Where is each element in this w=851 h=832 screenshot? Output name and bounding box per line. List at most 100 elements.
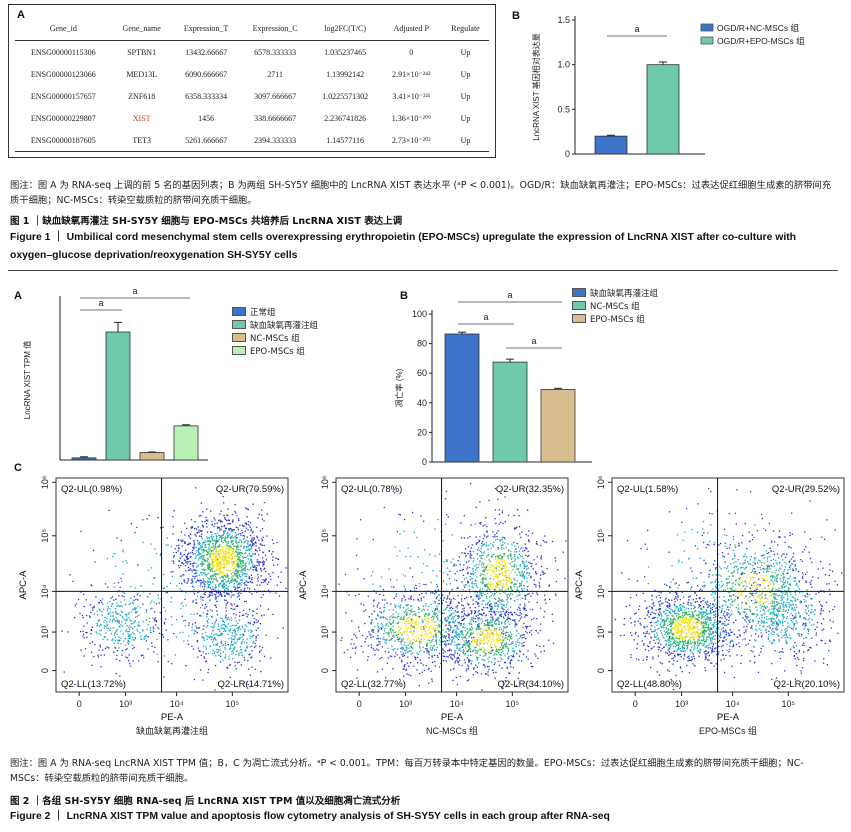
event-dot [496,535,498,538]
event-dot [259,530,262,532]
event-dot [427,629,429,631]
event-dot [181,562,183,564]
event-dot [245,575,248,577]
event-dot [183,554,185,556]
event-dot [214,556,217,558]
event-dot [530,575,532,578]
event-dot [450,657,453,660]
event-dot [221,555,223,558]
event-dot [506,611,508,613]
event-dot [374,654,376,656]
event-dot [463,652,465,655]
event-dot [495,575,497,577]
event-dot [472,628,474,630]
event-dot [457,643,460,645]
event-dot [488,656,490,658]
event-dot [390,630,392,632]
event-dot [548,585,550,587]
event-dot [186,561,189,563]
event-dot [465,642,467,644]
event-dot [494,605,496,608]
event-dot [242,573,244,576]
event-dot [475,580,477,582]
event-dot [257,620,259,622]
event-dot [518,642,521,644]
event-dot [220,617,222,619]
event-dot [435,635,437,637]
event-dot [474,579,477,581]
event-dot [262,560,265,562]
event-dot [409,621,411,623]
event-dot [407,603,409,606]
event-dot [218,561,220,564]
event-dot [201,558,204,560]
event-dot [216,651,218,654]
event-dot [500,548,503,550]
event-dot [463,586,466,588]
event-dot [105,632,107,634]
event-dot [508,549,510,551]
event-dot [520,613,523,615]
event-dot [418,645,421,648]
event-dot [418,641,421,643]
event-dot [90,611,92,614]
event-dot [202,542,204,544]
event-dot [457,633,460,635]
event-dot [163,587,166,589]
event-dot [239,565,241,568]
event-dot [272,613,274,615]
event-dot [450,609,452,611]
event-dot [219,519,221,521]
event-dot [205,549,208,552]
event-dot [507,588,510,591]
event-dot [184,619,186,622]
event-dot [180,553,182,555]
event-dot [237,587,240,589]
legend-item: EPO-MSCs 组 [232,344,318,357]
event-dot [221,617,223,620]
event-dot [478,625,480,628]
event-dot [526,632,528,634]
event-dot [490,619,492,622]
event-dot [238,595,240,597]
event-dot [390,623,393,625]
event-dot [214,594,217,596]
event-dot [409,625,411,627]
event-dot [241,633,244,635]
event-dot [238,627,240,630]
event-dot [231,561,233,563]
event-dot [225,556,227,559]
event-dot [248,569,250,571]
event-dot [133,625,136,628]
event-dot [271,539,274,541]
event-dot [241,565,243,567]
event-dot [470,640,473,643]
event-dot [386,638,388,641]
event-dot [203,638,205,640]
event-dot [189,568,192,570]
event-dot [377,628,379,631]
event-dot [485,567,487,569]
event-dot [222,549,224,552]
event-dot [499,602,501,604]
event-dot [167,660,169,663]
event-dot [179,575,182,577]
event-dot [219,592,222,594]
event-dot [488,636,491,638]
event-dot [205,646,207,648]
event-dot [514,545,516,547]
event-dot [510,558,513,560]
event-dot [112,615,114,617]
event-dot [394,606,397,608]
event-dot [418,684,421,687]
event-dot [482,552,485,554]
event-dot [224,625,227,628]
event-dot [236,533,238,536]
event-dot [472,650,474,653]
event-dot [501,560,504,562]
event-dot [243,656,246,659]
event-dot [208,564,211,566]
event-dot [213,556,215,558]
event-dot [225,607,227,609]
event-dot [516,630,518,632]
